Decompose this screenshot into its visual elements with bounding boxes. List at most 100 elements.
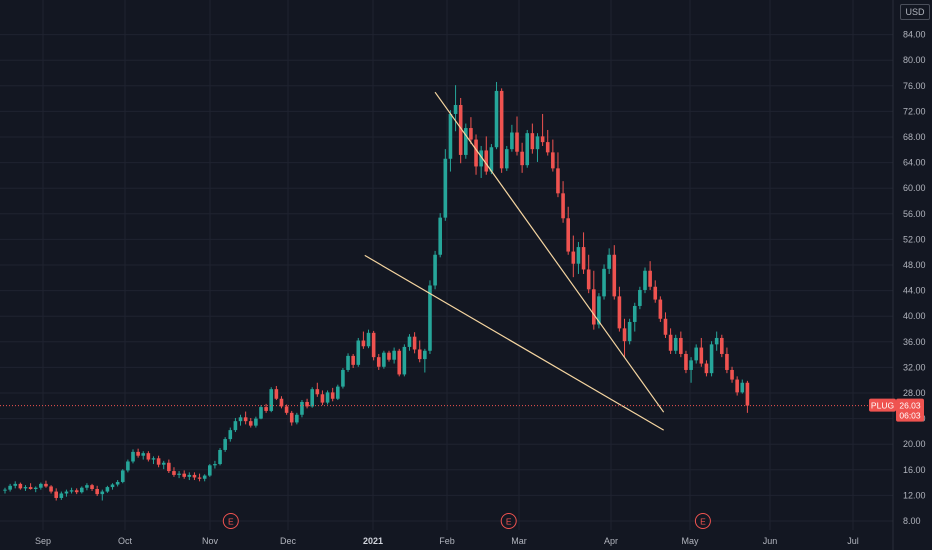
candle-body[interactable] — [315, 389, 320, 395]
candle-body[interactable] — [592, 289, 596, 325]
candle-body[interactable] — [489, 147, 494, 172]
candle-body[interactable] — [361, 340, 366, 347]
candle-body[interactable] — [274, 389, 279, 399]
candle-body[interactable] — [69, 490, 74, 492]
candle-body[interactable] — [356, 340, 361, 365]
candle-body[interactable] — [279, 398, 284, 407]
earnings-marker-circle[interactable] — [694, 513, 711, 529]
candle-body[interactable] — [39, 483, 43, 488]
candle-body[interactable] — [535, 136, 540, 150]
candle-body[interactable] — [387, 352, 391, 360]
trendline[interactable] — [364, 254, 664, 431]
candle-body[interactable] — [3, 489, 7, 491]
candle-body[interactable] — [632, 305, 637, 322]
candle-body[interactable] — [648, 270, 652, 287]
candle-body[interactable] — [259, 407, 263, 419]
candle-body[interactable] — [530, 133, 535, 150]
candle-body[interactable] — [576, 247, 581, 264]
candle-body[interactable] — [740, 382, 745, 393]
earnings-marker-circle[interactable] — [222, 513, 239, 529]
candle-body[interactable] — [254, 418, 258, 426]
candle-body[interactable] — [156, 458, 161, 465]
candle-body[interactable] — [59, 493, 64, 498]
candle-body[interactable] — [607, 254, 611, 269]
candle-body[interactable] — [571, 251, 576, 264]
candle-body[interactable] — [192, 474, 197, 478]
candle-body[interactable] — [745, 382, 750, 406]
candle-body[interactable] — [448, 113, 453, 159]
candle-body[interactable] — [673, 337, 678, 351]
candle-body[interactable] — [146, 453, 151, 460]
candle-body[interactable] — [197, 477, 202, 479]
candle-body[interactable] — [551, 152, 555, 169]
candle-body[interactable] — [167, 462, 171, 472]
candle-body[interactable] — [684, 353, 688, 370]
candle-body[interactable] — [8, 485, 12, 490]
candle-body[interactable] — [617, 296, 622, 329]
candle-body[interactable] — [494, 90, 499, 148]
candle-body[interactable] — [208, 465, 212, 476]
candle-body[interactable] — [182, 473, 186, 477]
candle-body[interactable] — [730, 369, 734, 380]
candle-body[interactable] — [510, 132, 514, 150]
candle-body[interactable] — [341, 369, 345, 387]
candle-body[interactable] — [100, 491, 105, 495]
candle-body[interactable] — [525, 133, 530, 166]
candle-body[interactable] — [438, 217, 442, 255]
candle-body[interactable] — [177, 473, 181, 475]
candle-body[interactable] — [668, 334, 673, 351]
candle-body[interactable] — [423, 350, 427, 360]
candle-body[interactable] — [151, 458, 156, 460]
candle-body[interactable] — [74, 490, 79, 493]
candle-body[interactable] — [581, 247, 586, 270]
candle-body[interactable] — [223, 439, 227, 450]
candle-body[interactable] — [663, 318, 668, 335]
candle-body[interactable] — [233, 421, 238, 431]
candle-body[interactable] — [44, 483, 48, 487]
candle-body[interactable] — [202, 475, 207, 479]
candle-body[interactable] — [638, 289, 642, 306]
candle-body[interactable] — [566, 218, 570, 252]
candle-body[interactable] — [499, 90, 504, 169]
candle-body[interactable] — [243, 417, 248, 422]
candle-body[interactable] — [305, 401, 309, 407]
candle-body[interactable] — [187, 474, 192, 477]
candle-body[interactable] — [458, 105, 463, 155]
candle-body[interactable] — [443, 158, 448, 218]
candle-body[interactable] — [325, 392, 330, 403]
candle-body[interactable] — [382, 352, 386, 367]
candle-body[interactable] — [474, 139, 478, 167]
candle-body[interactable] — [412, 336, 417, 350]
candle-body[interactable] — [310, 389, 314, 407]
candle-body[interactable] — [228, 430, 233, 440]
candle-body[interactable] — [248, 421, 253, 426]
candle-body[interactable] — [392, 350, 396, 360]
candle-body[interactable] — [95, 489, 99, 495]
candle-body[interactable] — [54, 491, 58, 498]
time-axis[interactable]: Sep Oct Nov Dec 2021 Feb Mar Apr May Jun Jul — [35, 536, 859, 546]
candle-body[interactable] — [689, 360, 693, 370]
candle-body[interactable] — [28, 487, 33, 489]
candle-body[interactable] — [172, 471, 176, 475]
candle-body[interactable] — [627, 321, 632, 342]
candle-body[interactable] — [23, 487, 28, 489]
candle-body[interactable] — [85, 485, 89, 488]
candle-body[interactable] — [653, 286, 658, 300]
candle-body[interactable] — [49, 486, 53, 492]
candle-body[interactable] — [80, 487, 84, 493]
candle-body[interactable] — [679, 337, 683, 354]
candle-body[interactable] — [371, 332, 376, 358]
candle-body[interactable] — [284, 406, 289, 413]
candle-body[interactable] — [115, 481, 120, 485]
candle-body[interactable] — [484, 150, 489, 172]
candle-body[interactable] — [376, 357, 381, 367]
candle-body[interactable] — [720, 337, 724, 354]
candle-body[interactable] — [126, 461, 130, 471]
candle-body[interactable] — [264, 407, 268, 411]
candle-body[interactable] — [464, 128, 468, 155]
candle-body[interactable] — [141, 453, 146, 456]
candle-body[interactable] — [469, 128, 473, 140]
candle-body[interactable] — [504, 149, 509, 169]
candle-body[interactable] — [213, 464, 217, 466]
